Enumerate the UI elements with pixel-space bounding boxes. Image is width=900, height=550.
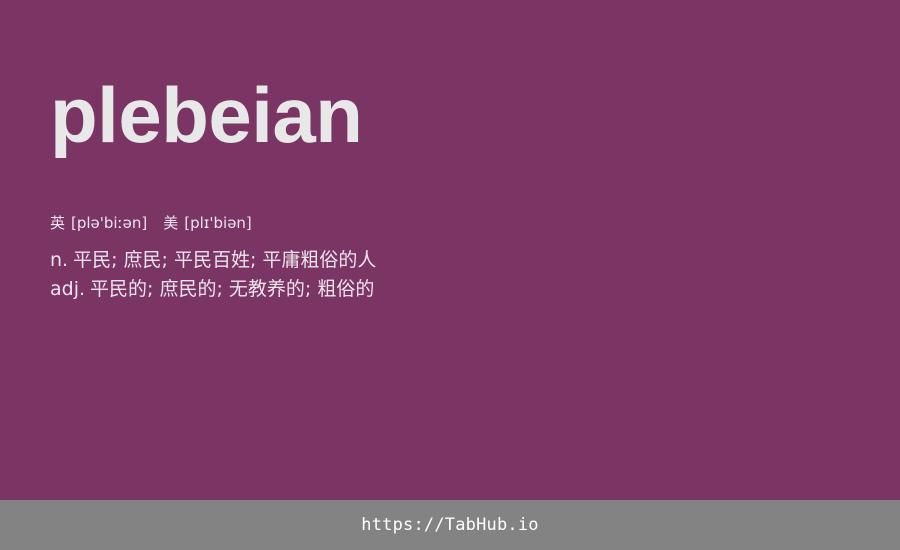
- part-of-speech: n.: [50, 249, 69, 271]
- us-label: 美: [163, 214, 179, 232]
- definition-noun: n. 平民; 庶民; 平民百姓; 平庸粗俗的人: [50, 246, 376, 275]
- definition-adjective: adj. 平民的; 庶民的; 无教养的; 粗俗的: [50, 275, 376, 304]
- phonetics-row: 英 [plə'biːən] 美 [plɪ'biən]: [50, 212, 252, 234]
- uk-label: 英: [50, 214, 66, 232]
- word-title: plebeian: [50, 71, 363, 159]
- definitions-list: n. 平民; 庶民; 平民百姓; 平庸粗俗的人 adj. 平民的; 庶民的; 无教养…: [50, 246, 376, 304]
- word-card: plebeian 英 [plə'biːən] 美 [plɪ'biən] n. 平民; …: [50, 71, 377, 304]
- footer-bar: https://TabHub.io: [0, 500, 900, 550]
- uk-ipa: [plə'biːən]: [71, 214, 148, 232]
- footer-link[interactable]: https://TabHub.io: [361, 515, 539, 535]
- uk-phonetic: 英 [plə'biːən]: [50, 212, 147, 234]
- us-ipa: [plɪ'biən]: [184, 214, 252, 232]
- us-phonetic: 美 [plɪ'biən]: [163, 212, 252, 234]
- part-of-speech: adj.: [50, 278, 86, 300]
- definition-text: 平民的; 庶民的; 无教养的; 粗俗的: [90, 278, 375, 300]
- definition-text: 平民; 庶民; 平民百姓; 平庸粗俗的人: [73, 249, 377, 271]
